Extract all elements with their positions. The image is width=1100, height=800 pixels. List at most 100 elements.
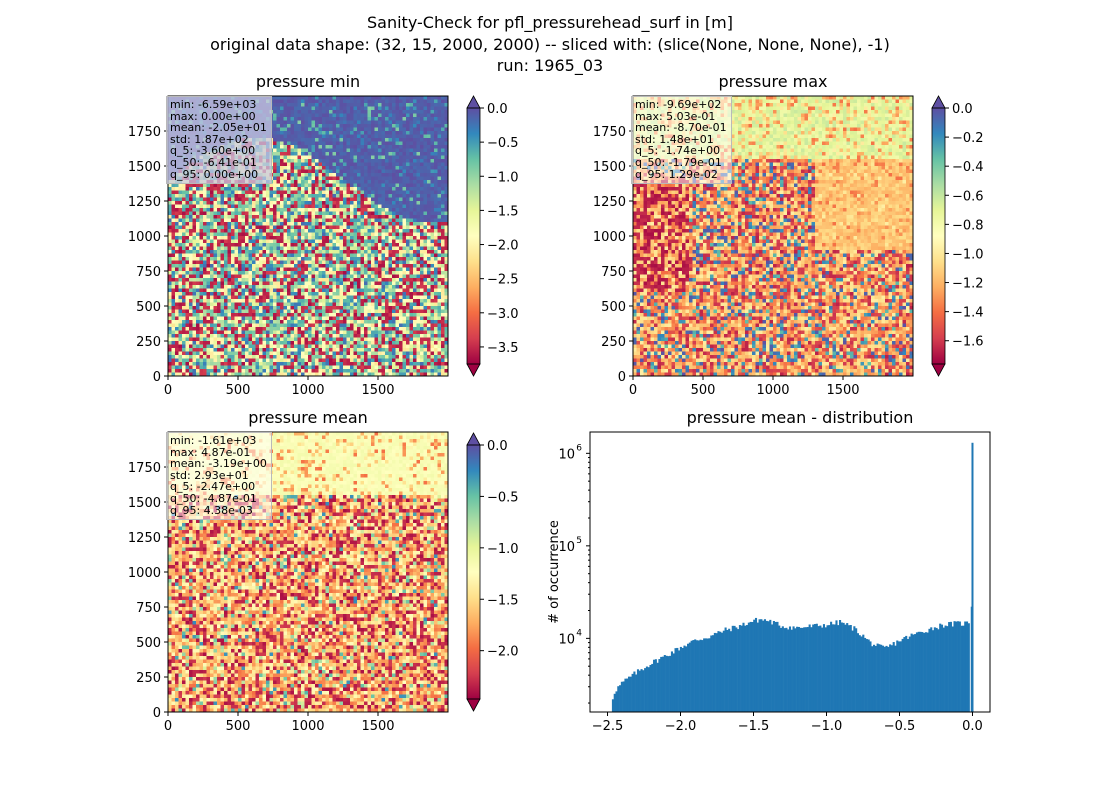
heatmap-cell <box>231 313 235 317</box>
heatmap-cell <box>392 239 396 244</box>
heatmap-cell <box>311 176 316 181</box>
heatmap-cell <box>210 313 214 317</box>
heatmap-cell <box>427 260 431 265</box>
heatmap-cell <box>297 278 302 282</box>
heatmap-cell <box>339 271 344 275</box>
heatmap-cell <box>311 271 316 275</box>
heatmap-cell <box>210 229 214 233</box>
heatmap-cell <box>395 264 400 268</box>
heatmap-cell <box>353 155 358 160</box>
heatmap-cell <box>437 197 442 202</box>
heatmap-cell <box>423 187 428 191</box>
heatmap-cell <box>339 124 344 128</box>
heatmap-cell <box>381 264 386 268</box>
heatmap-cell <box>378 120 382 125</box>
heatmap-cell <box>399 204 403 209</box>
heatmap-cell <box>318 236 323 240</box>
heatmap-cell <box>199 302 204 307</box>
heatmap-cell <box>315 127 319 132</box>
heatmap-cell <box>371 120 375 125</box>
heatmap-cell <box>413 180 417 184</box>
heatmap-cell <box>385 260 389 265</box>
heatmap-cell <box>378 229 382 233</box>
heatmap-cell <box>420 152 424 156</box>
heatmap-cell <box>203 194 207 198</box>
heatmap-cell <box>427 152 431 156</box>
heatmap-cell <box>266 274 270 279</box>
heatmap-cell <box>441 124 445 128</box>
heatmap-cell <box>364 264 368 268</box>
heatmap-cell <box>437 215 442 219</box>
heatmap-cell <box>294 197 298 202</box>
heatmap-cell <box>427 225 431 230</box>
heatmap-cell <box>304 127 309 132</box>
heatmap-cell <box>178 197 183 202</box>
heatmap-cell <box>402 127 407 132</box>
heatmap-cell <box>304 110 309 114</box>
heatmap-cell <box>385 281 389 286</box>
heatmap-cell <box>367 113 372 118</box>
heatmap-cell <box>325 306 330 310</box>
heatmap-cell <box>213 225 218 230</box>
heatmap-cell <box>238 215 242 219</box>
heatmap-cell <box>203 218 207 223</box>
heatmap-cell <box>350 96 354 100</box>
heatmap-cell <box>406 106 410 111</box>
heatmap-cell <box>441 309 445 314</box>
heatmap-cell <box>409 110 414 114</box>
heatmap-cell <box>273 232 277 237</box>
heatmap-cell <box>437 302 442 307</box>
heatmap-cell <box>231 288 235 293</box>
heatmap-cell <box>315 187 319 191</box>
heatmap-cell <box>343 302 347 307</box>
heatmap-cell <box>241 271 246 275</box>
heatmap-cell <box>339 148 344 153</box>
heatmap-cell <box>231 274 235 279</box>
heatmap-cell <box>357 99 361 104</box>
heatmap-cell <box>238 197 242 202</box>
heatmap-cell <box>360 162 365 167</box>
heatmap-cell <box>444 173 449 177</box>
heatmap-cell <box>430 281 435 286</box>
heatmap-cell <box>441 208 445 212</box>
heatmap-cell <box>413 204 417 209</box>
heatmap-cell <box>357 222 361 226</box>
heatmap-cell <box>395 148 400 153</box>
heatmap-cell <box>227 306 232 310</box>
heatmap-cell <box>360 127 365 132</box>
heatmap-cell <box>353 236 358 240</box>
heatmap-cell <box>339 236 344 240</box>
heatmap-cell <box>259 309 263 314</box>
heatmap-cell <box>301 204 305 209</box>
heatmap-cell <box>381 134 386 139</box>
heatmap-cell <box>290 106 295 111</box>
heatmap-cell <box>189 306 193 310</box>
heatmap-cell <box>245 187 249 191</box>
heatmap-cell <box>241 274 246 279</box>
heatmap-cell <box>182 211 186 216</box>
heatmap-cell <box>332 106 337 111</box>
heatmap-cell <box>280 208 284 212</box>
heatmap-cell <box>231 187 235 191</box>
heatmap-cell <box>332 124 337 128</box>
heatmap-cell <box>168 292 172 296</box>
heatmap-cell <box>287 222 291 226</box>
heatmap-cell <box>203 271 207 275</box>
heatmap-cell <box>441 110 445 114</box>
heatmap-cell <box>441 204 445 209</box>
heatmap-cell <box>315 113 319 118</box>
heatmap-cell <box>329 190 333 195</box>
heatmap-cell <box>234 292 239 296</box>
heatmap-cell <box>430 134 435 139</box>
heatmap-cell <box>210 295 214 300</box>
heatmap-cell <box>280 271 284 275</box>
heatmap-cell <box>399 201 403 205</box>
heatmap-cell <box>199 253 204 258</box>
heatmap-cell <box>357 278 361 282</box>
heatmap-cell <box>371 148 375 153</box>
heatmap-cell <box>343 131 347 135</box>
heatmap-cell <box>385 176 389 181</box>
heatmap-cell <box>409 257 414 261</box>
heatmap-cell <box>329 180 333 184</box>
heatmap-cell <box>427 176 431 181</box>
